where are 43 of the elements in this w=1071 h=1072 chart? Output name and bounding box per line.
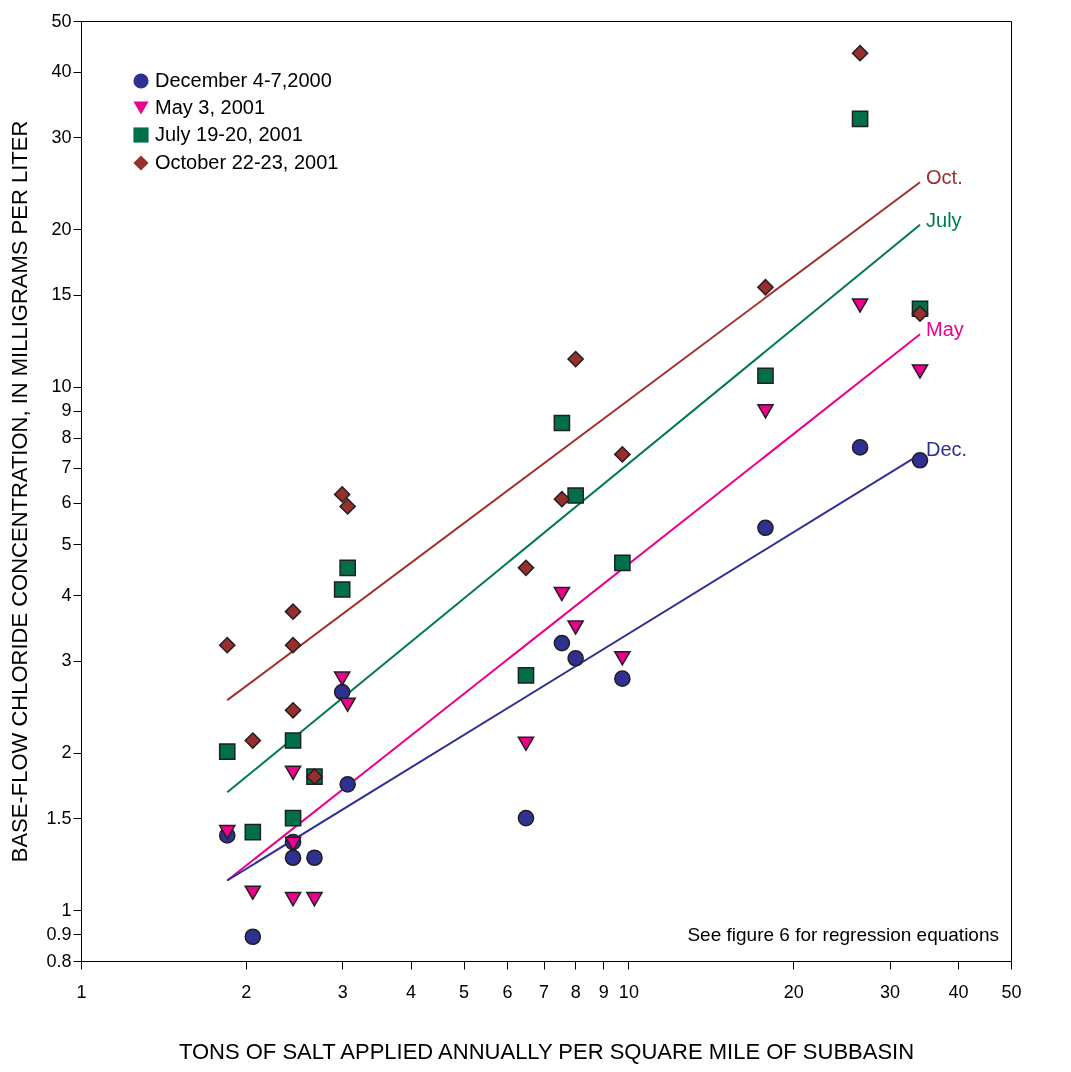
x-tick-label: 1	[76, 981, 87, 1002]
x-tick-label: 2	[241, 981, 252, 1002]
y-tick-label: 50	[51, 10, 72, 31]
y-tick-label: 1	[61, 899, 72, 920]
y-tick-label: 0.9	[46, 923, 72, 944]
y-tick-label: 4	[61, 584, 72, 605]
y-tick-label: 1.5	[46, 807, 72, 828]
y-tick-label: 30	[51, 126, 72, 147]
x-tick-label: 5	[459, 981, 470, 1002]
legend-label: October 22-23, 2001	[155, 151, 339, 173]
x-tick-label: 4	[406, 981, 417, 1002]
x-tick-label: 9	[598, 981, 609, 1002]
x-tick-label: 30	[880, 981, 901, 1002]
annotation: See figure 6 for regression equations	[687, 924, 999, 945]
y-tick-label: 5	[61, 533, 72, 554]
y-axis-title: BASE-FLOW CHLORIDE CONCENTRATION, IN MILLIGRAMS PER LITER	[7, 120, 33, 863]
y-tick-label: 20	[51, 218, 72, 239]
y-tick-label: 0.8	[46, 950, 72, 971]
legend-label: July 19-20, 2001	[155, 123, 303, 145]
series-label: Dec.	[926, 438, 968, 461]
y-tick-label: 10	[51, 376, 72, 397]
x-tick-label: 8	[570, 981, 581, 1002]
y-tick-label: 3	[61, 650, 72, 671]
legend-label: December 4-7,2000	[155, 69, 332, 91]
series-label: July	[926, 208, 962, 231]
x-axis-title: TONS OF SALT APPLIED ANNUALLY PER SQUARE MILE OF SUBBASIN	[178, 1038, 915, 1064]
x-tick-label: 50	[1001, 981, 1022, 1002]
series-label: Oct.	[926, 166, 963, 189]
x-tick-label: 3	[337, 981, 348, 1002]
x-tick-label: 6	[502, 981, 513, 1002]
y-tick-label: 2	[61, 742, 72, 763]
x-tick-label: 20	[783, 981, 804, 1002]
y-tick-label: 15	[51, 284, 72, 305]
y-tick-label: 6	[61, 492, 72, 513]
y-tick-label: 9	[61, 400, 72, 421]
y-tick-label: 7	[61, 457, 72, 478]
legend-label: May 3, 2001	[155, 96, 266, 118]
x-tick-label: 7	[539, 981, 550, 1002]
series-label: May	[926, 318, 964, 341]
y-tick-label: 40	[51, 61, 72, 82]
y-tick-label: 8	[61, 427, 72, 448]
x-tick-label: 40	[948, 981, 969, 1002]
x-tick-label: 10	[618, 981, 639, 1002]
